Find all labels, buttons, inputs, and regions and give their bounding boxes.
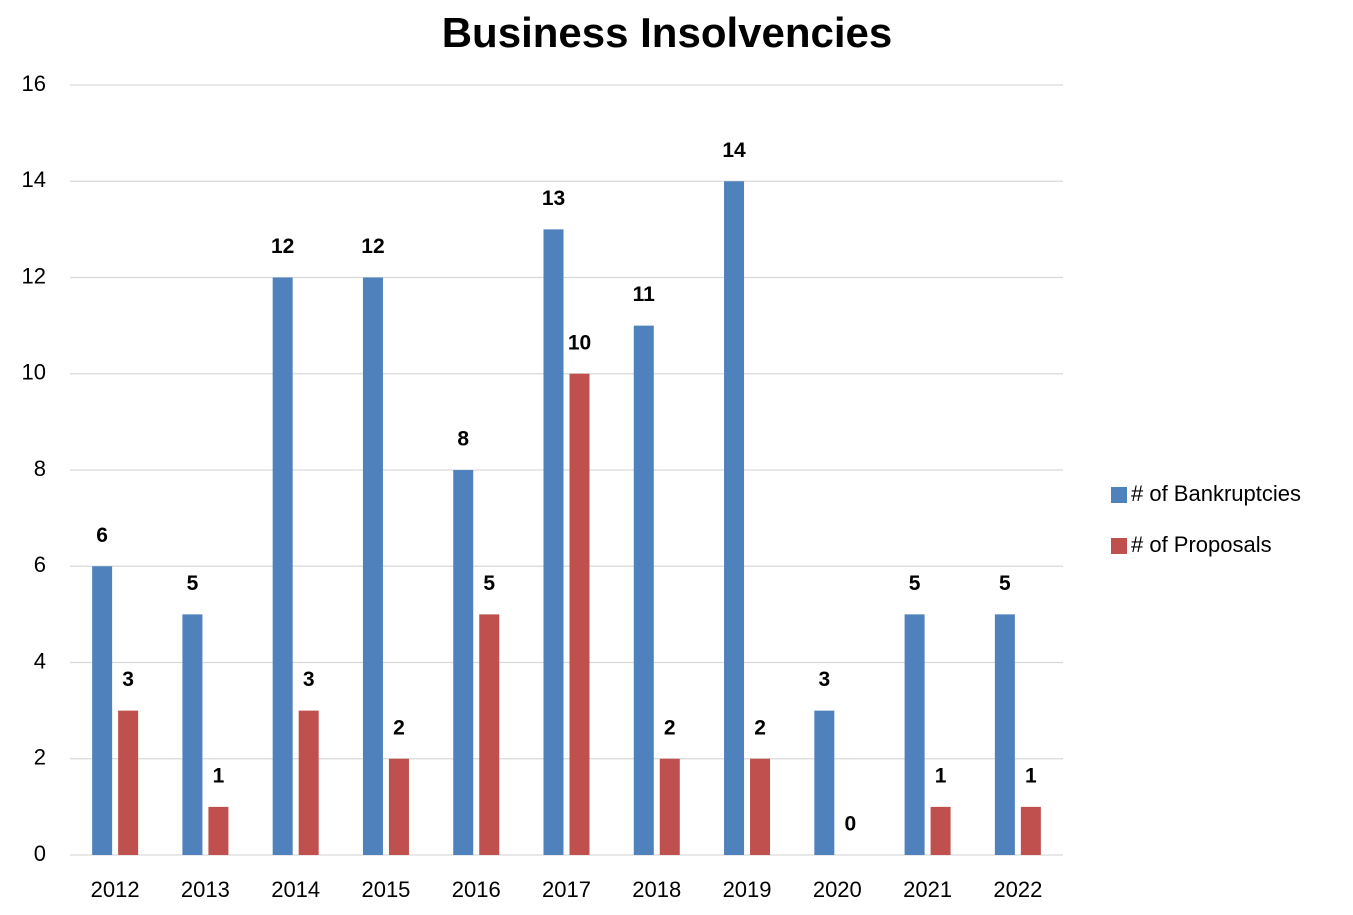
- bar: [118, 710, 139, 855]
- legend-label: # of Proposals: [1131, 532, 1272, 557]
- legend-swatch: [1111, 538, 1127, 554]
- data-label: 2: [754, 716, 766, 739]
- bar: [298, 710, 319, 855]
- data-label: 1: [213, 764, 225, 787]
- data-label: 2: [664, 716, 676, 739]
- bar: [994, 614, 1015, 855]
- data-label: 0: [844, 813, 856, 836]
- data-label: 3: [818, 668, 830, 691]
- bar: [272, 277, 293, 855]
- data-label: 6: [96, 524, 108, 547]
- bar: [388, 758, 409, 855]
- bar: [814, 710, 835, 855]
- y-tick-label: 0: [34, 841, 46, 866]
- bar: [208, 806, 229, 855]
- legend-label: # of Bankruptcies: [1131, 481, 1301, 506]
- bar: [930, 806, 951, 855]
- bar: [1020, 806, 1041, 855]
- x-tick-label: 2015: [361, 877, 410, 902]
- y-tick-label: 2: [34, 745, 46, 770]
- bar: [182, 614, 203, 855]
- x-tick-label: 2013: [181, 877, 230, 902]
- bar: [569, 373, 590, 855]
- data-label: 14: [722, 139, 746, 162]
- data-label: 11: [633, 283, 656, 306]
- data-label: 5: [187, 572, 199, 595]
- x-tick-label: 2018: [632, 877, 681, 902]
- bar: [362, 277, 383, 855]
- bar: [479, 614, 500, 855]
- y-tick-label: 14: [22, 167, 46, 192]
- bar: [724, 181, 745, 855]
- bar: [92, 566, 113, 855]
- data-label: 2: [393, 716, 405, 739]
- bar: [750, 758, 771, 855]
- data-label: 5: [909, 572, 921, 595]
- data-label: 12: [361, 235, 384, 258]
- bar: [453, 470, 474, 855]
- data-label: 1: [1025, 764, 1037, 787]
- legend-swatch: [1111, 487, 1127, 503]
- data-label: 13: [542, 187, 565, 210]
- y-tick-label: 16: [22, 71, 46, 96]
- bar: [659, 758, 680, 855]
- bar: [904, 614, 925, 855]
- data-label: 5: [999, 572, 1011, 595]
- data-label: 1: [935, 764, 947, 787]
- y-tick-label: 4: [34, 648, 46, 673]
- x-tick-label: 2012: [91, 877, 140, 902]
- y-tick-label: 10: [22, 360, 46, 385]
- data-label: 10: [568, 331, 591, 354]
- data-label: 8: [457, 428, 469, 451]
- x-tick-label: 2021: [903, 877, 952, 902]
- bar: [633, 325, 654, 855]
- y-tick-label: 6: [34, 552, 46, 577]
- x-tick-label: 2022: [993, 877, 1042, 902]
- x-tick-label: 2020: [813, 877, 862, 902]
- x-tick-label: 2014: [271, 877, 320, 902]
- x-tick-label: 2016: [452, 877, 501, 902]
- data-label: 12: [271, 235, 294, 258]
- y-tick-label: 8: [34, 456, 46, 481]
- data-label: 3: [303, 668, 315, 691]
- data-label: 5: [483, 572, 495, 595]
- chart-title: Business Insolvencies: [442, 9, 893, 56]
- data-label: 3: [122, 668, 134, 691]
- y-tick-label: 12: [22, 263, 46, 288]
- x-tick-label: 2019: [723, 877, 772, 902]
- bar: [543, 229, 564, 855]
- x-tick-label: 2017: [542, 877, 591, 902]
